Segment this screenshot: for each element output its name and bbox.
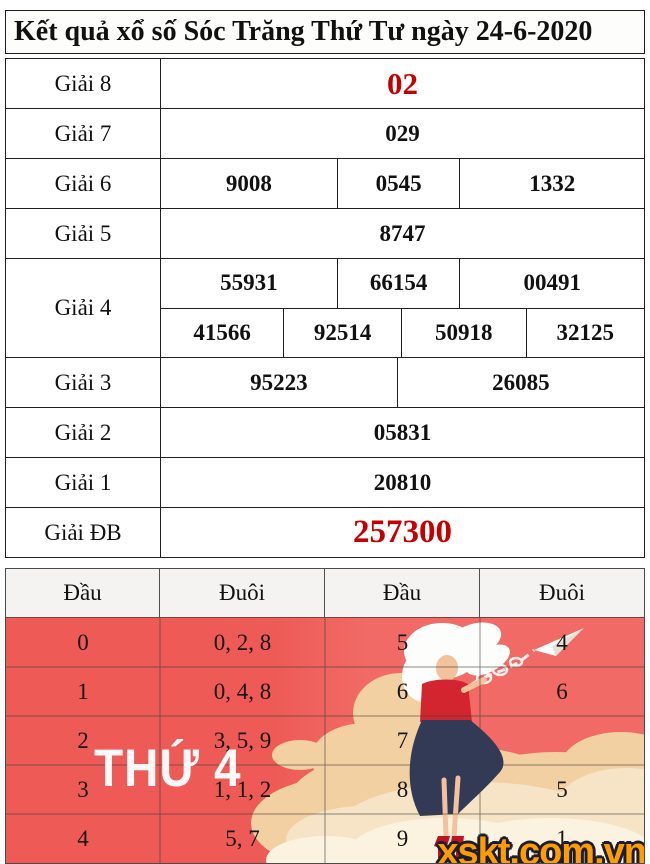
- prize-value: 05831: [373, 419, 432, 445]
- prize-value: 029: [385, 120, 420, 146]
- tail-cell: 1, 1, 2: [213, 776, 272, 802]
- prize-value: 32125: [556, 319, 615, 345]
- table-row: 2 3, 5, 9 7: [6, 716, 644, 765]
- prize-row-g1: Giải 1 20810: [6, 457, 644, 507]
- table-row: 0 0, 2, 8 5 4: [6, 618, 644, 667]
- head-cell: 5: [396, 629, 409, 655]
- head-cell: 0: [77, 629, 89, 655]
- table-row: 4 5, 7 9 1: [6, 814, 644, 863]
- site-watermark: xskt.com.vn: [437, 831, 644, 863]
- tail-cell: 6: [556, 678, 568, 704]
- prize-row-db: Giải ĐB 257300: [6, 507, 644, 557]
- prize-label: Giải 8: [6, 59, 161, 108]
- head-tail-table: Đầu Đuôi Đầu Đuôi: [5, 568, 645, 864]
- table-row: 1 0, 4, 8 6 6: [6, 667, 644, 716]
- prize-value: 26085: [492, 369, 550, 395]
- prize-value: 0545: [338, 159, 461, 208]
- prize-label: Giải 3: [6, 358, 161, 407]
- clouds: [251, 673, 644, 863]
- lottery-results-page: Kết quả xổ số Sóc Trăng Thứ Tư ngày 24-6…: [5, 10, 645, 864]
- tail-cell: [480, 716, 644, 765]
- prize-row-g7: Giải 7 029: [6, 108, 644, 158]
- prize-label: Giải 6: [6, 159, 161, 208]
- prize-value: 41566: [161, 308, 285, 357]
- head-cell: 3: [77, 776, 89, 802]
- column-header: Đầu: [325, 569, 481, 617]
- prize-value: 1332: [529, 170, 576, 196]
- tail-cell: 0, 2, 8: [213, 629, 272, 655]
- head-cell: 9: [396, 825, 409, 851]
- head-cell: 8: [396, 776, 409, 802]
- column-header: Đuôi: [538, 580, 585, 605]
- prize-value: 95223: [161, 358, 398, 407]
- prize-row-g6: Giải 6 9008 0545 1332: [6, 158, 644, 208]
- tail-cell: 4: [556, 629, 568, 655]
- tail-cell: 5: [556, 776, 568, 802]
- head-cell: 2: [77, 727, 89, 753]
- tail-cell: 3, 5, 9: [213, 727, 272, 753]
- head-tail-rows: 0 0, 2, 8 5 4 1 0, 4, 8 6 6 2 3, 5, 9 7: [6, 618, 644, 863]
- tail-cell: 5, 7: [225, 825, 260, 851]
- column-header: Đầu: [6, 569, 161, 617]
- paper-plane-icon: [534, 628, 584, 656]
- prize-value: 02: [387, 65, 418, 101]
- prize-label: Giải 2: [6, 408, 161, 457]
- girl-on-clouds-illustration: [251, 618, 644, 863]
- prize-label: Giải ĐB: [6, 508, 161, 557]
- prize-row-g3: Giải 3 95223 26085: [6, 357, 644, 407]
- prize-row-g8: Giải 8 02: [6, 59, 644, 108]
- tail-cell: 1: [556, 825, 568, 851]
- head-cell: 4: [77, 825, 89, 851]
- column-header: Đuôi: [160, 569, 325, 617]
- prize-value: 00491: [523, 270, 581, 296]
- head-cell: 6: [396, 678, 409, 704]
- prize-value: 20810: [373, 469, 432, 495]
- weekday-watermark: THỨ 4: [94, 739, 242, 798]
- prize-value: 9008: [161, 159, 338, 208]
- prize-label: Giải 5: [6, 209, 161, 258]
- prize-value: 92514: [284, 308, 402, 357]
- prize-value-special: 257300: [353, 514, 452, 550]
- page-title: Kết quả xổ số Sóc Trăng Thứ Tư ngày 24-6…: [5, 10, 645, 54]
- head-tail-body: THỨ 4 0 0, 2, 8 5 4 1 0, 4, 8 6 6 2 3, 5…: [6, 618, 644, 863]
- head-tail-header: Đầu Đuôi Đầu Đuôi: [6, 569, 644, 618]
- prize-label: Giải 4: [6, 259, 161, 357]
- prize-table: Giải 8 02 Giải 7 029 Giải 6 9008 0545 13…: [5, 58, 645, 558]
- prize-value: 50918: [402, 308, 527, 357]
- grid-lines: [6, 618, 644, 863]
- prize-row-g2: Giải 2 05831: [6, 407, 644, 457]
- prize-value: 66154: [338, 259, 461, 308]
- prize-label: Giải 1: [6, 458, 161, 507]
- head-cell: 7: [396, 727, 409, 753]
- prize-row-g4: Giải 4 55931 66154 00491 41566 92514 509…: [6, 258, 644, 357]
- prize-value: 55931: [161, 259, 338, 308]
- prize-label: Giải 7: [6, 109, 161, 158]
- tail-cell: 0, 4, 8: [213, 678, 272, 704]
- prize-row-g5: Giải 5 8747: [6, 208, 644, 258]
- prize-value: 8747: [379, 220, 426, 246]
- table-row: 3 1, 1, 2 8 5: [6, 765, 644, 814]
- head-cell: 1: [77, 678, 89, 704]
